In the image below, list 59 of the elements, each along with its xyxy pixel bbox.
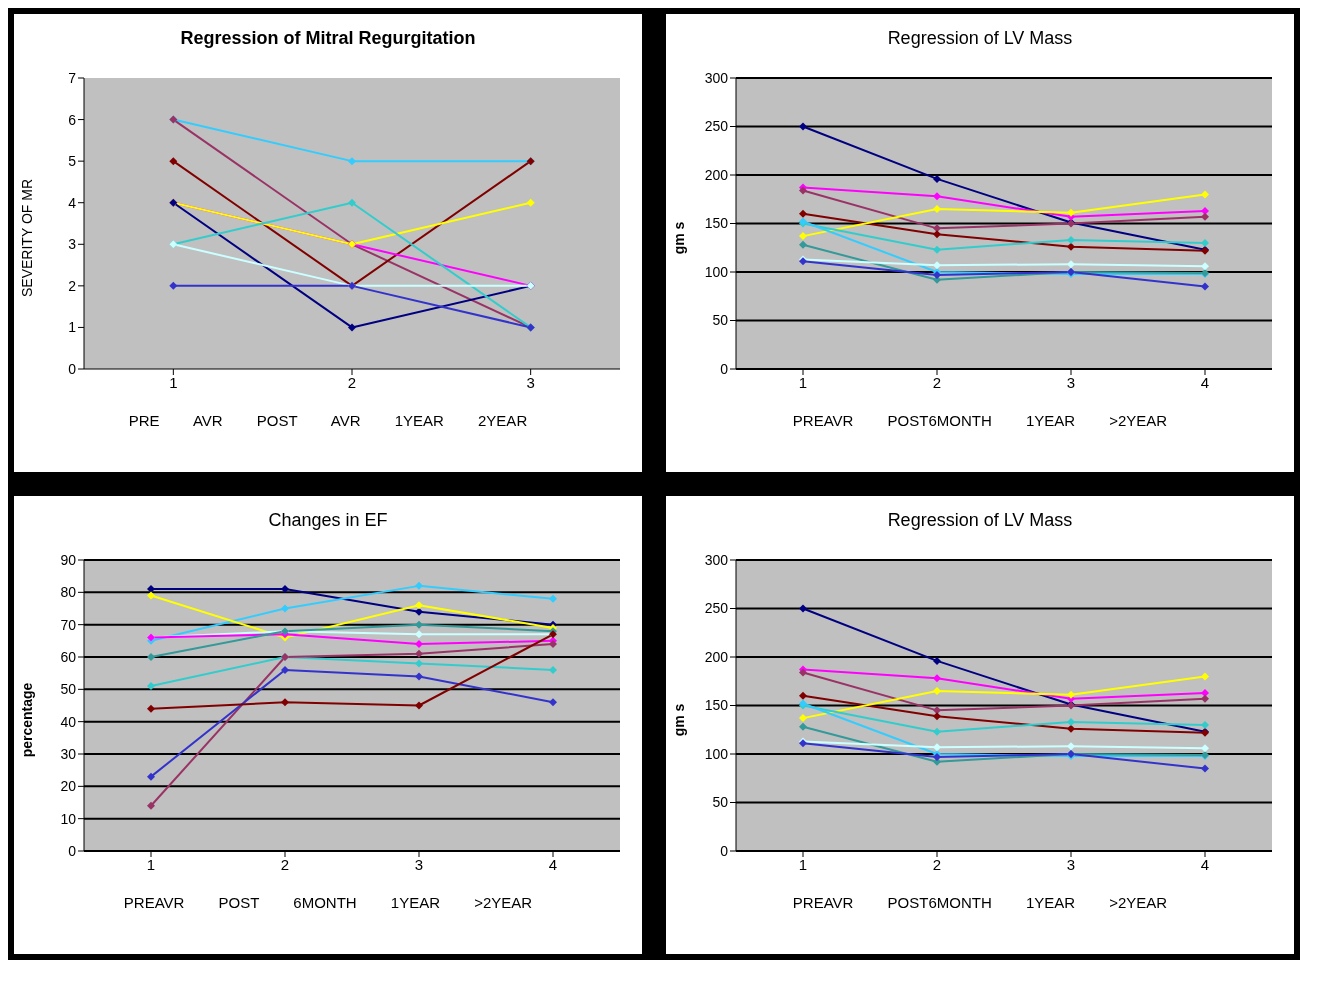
x-axis-title: PREAVR POST6MONTH 1YEAR >2YEAR (791, 412, 1169, 429)
x-tick-label: 3 (414, 855, 424, 873)
x-tick-label: 4 (548, 855, 558, 873)
x-tick-label: 4 (1200, 373, 1210, 391)
x-tick-label: 1 (146, 855, 156, 873)
y-tick-label: 200 (704, 166, 729, 183)
y-tick-label: 10 (60, 810, 77, 827)
x-axis-title: PREAVR POST 6MONTH 1YEAR >2YEAR (122, 894, 534, 911)
x-tick-label: 3 (526, 373, 535, 391)
y-tick-label: 50 (60, 681, 77, 698)
y-tick-label: 100 (704, 263, 729, 280)
x-tick-label: 2 (280, 855, 290, 873)
x-tick-label: 2 (932, 373, 942, 391)
y-tick-label: 0 (68, 842, 77, 859)
y-tick-label: 7 (68, 69, 77, 86)
y-tick-label: 0 (68, 360, 77, 377)
y-tick-label: 0 (720, 842, 729, 859)
x-tick-label: 1 (798, 373, 808, 391)
y-tick-label: 20 (60, 778, 77, 795)
x-axis-title: PREAVR POST6MONTH 1YEAR >2YEAR (791, 894, 1169, 911)
y-tick-label: 250 (704, 118, 729, 135)
y-tick-label: 50 (712, 794, 729, 811)
x-tick-label: 4 (1200, 855, 1210, 873)
y-tick-label: 40 (60, 713, 77, 730)
y-tick-label: 0 (720, 360, 729, 377)
y-tick-label: 2 (68, 277, 77, 294)
y-axis-title: percentage (19, 682, 36, 758)
x-tick-label: 3 (1066, 373, 1076, 391)
x-tick-label: 2 (932, 855, 942, 873)
y-tick-label: 50 (712, 312, 729, 329)
chart-title: Changes in EF (267, 509, 389, 532)
chart-title: Regression of LV Mass (886, 27, 1074, 50)
y-tick-label: 80 (60, 584, 77, 601)
chart-title: Regression of Mitral Regurgitation (179, 27, 477, 50)
x-tick-label: 1 (798, 855, 808, 873)
y-tick-label: 4 (68, 194, 77, 211)
y-tick-label: 30 (60, 745, 77, 762)
y-axis-title: gm s (671, 221, 687, 255)
y-tick-label: 60 (60, 648, 77, 665)
y-tick-label: 6 (68, 111, 77, 128)
y-tick-label: 1 (68, 319, 77, 336)
x-tick-label: 3 (1066, 855, 1076, 873)
y-tick-label: 70 (60, 616, 77, 633)
y-tick-label: 100 (704, 745, 729, 762)
y-tick-label: 90 (60, 551, 77, 568)
y-tick-label: 200 (704, 648, 729, 665)
x-tick-label: 2 (347, 373, 357, 391)
y-tick-label: 250 (704, 600, 729, 617)
y-tick-label: 300 (704, 551, 729, 568)
x-axis-title: PRE AVR POST AVR 1YEAR 2YEAR (127, 412, 529, 429)
y-axis-title: SEVERITY OF MR (19, 179, 36, 297)
y-tick-label: 150 (704, 215, 729, 232)
y-tick-label: 300 (704, 69, 729, 86)
y-tick-label: 150 (704, 697, 729, 714)
chart-title: Regression of LV Mass (886, 509, 1074, 532)
x-tick-label: 1 (169, 373, 178, 391)
y-axis-title: gm s (671, 703, 687, 737)
y-tick-label: 3 (68, 236, 77, 253)
y-tick-label: 5 (68, 153, 77, 170)
